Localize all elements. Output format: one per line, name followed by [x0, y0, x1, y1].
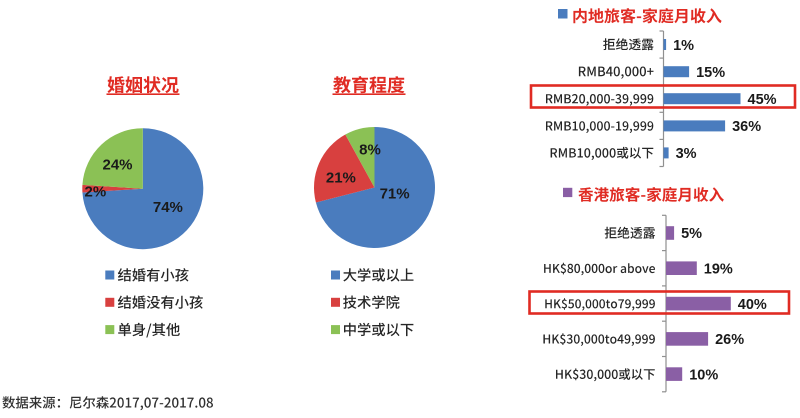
- svg-text:21%: 21%: [326, 170, 356, 187]
- svg-text:8%: 8%: [359, 141, 381, 158]
- svg-text:5%: 5%: [681, 226, 702, 242]
- svg-text:24%: 24%: [102, 156, 132, 173]
- svg-text:26%: 26%: [715, 332, 744, 348]
- svg-text:2%: 2%: [85, 184, 107, 201]
- svg-text:45%: 45%: [748, 92, 777, 108]
- svg-text:15%: 15%: [696, 65, 725, 81]
- svg-text:36%: 36%: [732, 119, 761, 135]
- svg-text:19%: 19%: [704, 261, 733, 277]
- svg-text:74%: 74%: [153, 199, 183, 216]
- svg-text:1%: 1%: [673, 38, 694, 54]
- svg-text:3%: 3%: [676, 146, 697, 162]
- svg-text:10%: 10%: [689, 367, 718, 383]
- svg-text:40%: 40%: [738, 297, 767, 313]
- svg-text:71%: 71%: [380, 186, 410, 203]
